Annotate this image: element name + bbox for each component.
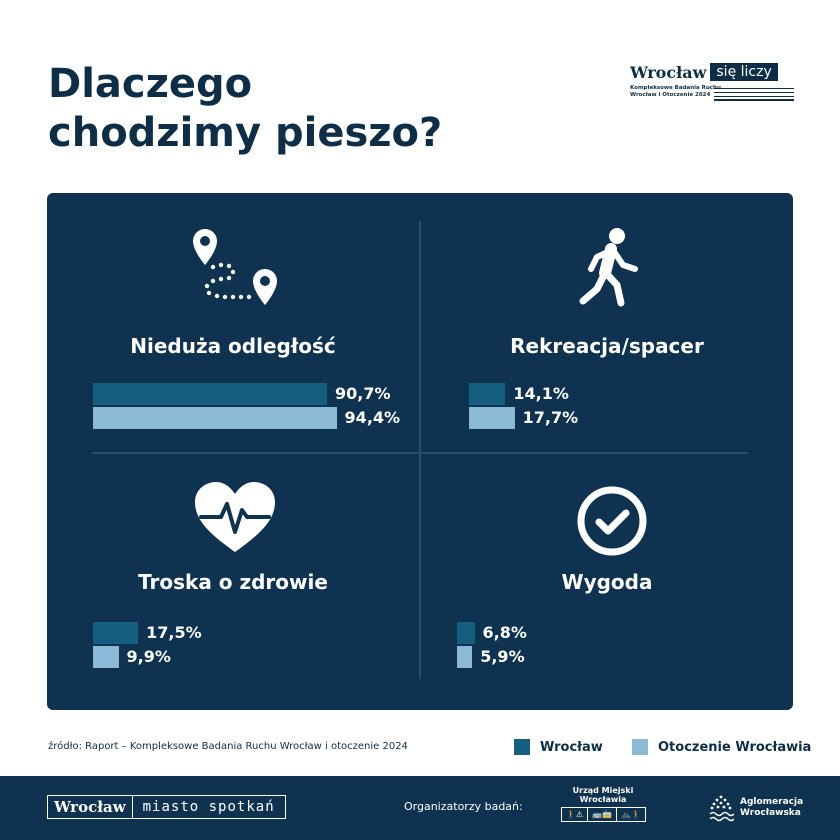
bar-wroclaw	[457, 622, 475, 644]
footer-logo-wroclaw: Wrocław miasto spotkań	[47, 795, 286, 819]
legend-item-wroclaw: Wrocław	[514, 739, 603, 755]
legend-swatch	[632, 739, 648, 755]
footer-logo-slogan: miasto spotkań	[131, 795, 286, 819]
aglomeracja-text: Aglomeracja Wrocławska	[740, 797, 803, 819]
aglomeracja-line-1: Aglomeracja	[740, 797, 804, 807]
legend-label: Wrocław	[540, 739, 603, 755]
bar-value-label: 14,1%	[513, 384, 569, 403]
horizontal-divider	[92, 452, 748, 454]
footer-logo-aglomeracja: Aglomeracja Wrocławska	[708, 794, 803, 822]
bar-wroclaw	[93, 383, 327, 405]
bar-otoczenie	[93, 407, 337, 429]
footer: Wrocław miasto spotkań Organizatorzy bad…	[0, 776, 840, 840]
map-route-icon	[193, 229, 277, 305]
category-label: Rekreacja/spacer	[510, 334, 704, 358]
check-circle-icon	[577, 486, 647, 556]
quadrant-niedua-odleglosc: Nieduża odległość 90,7% 94,4%	[47, 193, 419, 452]
bar-wroclaw	[469, 383, 506, 405]
aglomeracja-line-2: Wrocławska	[740, 808, 801, 818]
title-line-1: Dlaczego	[48, 61, 253, 107]
brand-tag: się liczy	[710, 63, 778, 81]
bar-value-label: 17,7%	[522, 408, 579, 427]
urzad-miejski-title: Urząd Miejski Wrocławia	[572, 786, 634, 804]
title-line-2: chodzimy pieszo?	[48, 110, 443, 156]
bar-otoczenie	[93, 646, 119, 668]
quadrant-wygoda: Wygoda 6,8% 5,9%	[421, 454, 793, 710]
legend-swatch	[514, 739, 530, 755]
bar-value-label: 94,4%	[344, 408, 401, 427]
walking-icon: 🚶⚠	[561, 807, 589, 822]
bus-icon: 🚌🚋	[587, 807, 618, 822]
heart-pulse-icon	[195, 482, 275, 552]
bar-value-label: 17,5%	[146, 623, 202, 642]
vertical-divider	[419, 221, 421, 679]
legend-label: Otoczenie Wrocławia	[658, 739, 812, 755]
chart-panel: Nieduża odległość 90,7% 94,4% Rekreacja/s…	[47, 193, 793, 710]
bar-wroclaw	[93, 622, 139, 644]
quadrant-troska-o-zdrowie: Troska o zdrowie 17,5% 9,9%	[47, 454, 419, 710]
brand-lines-decoration	[714, 88, 794, 103]
bar-value-label: 90,7%	[335, 384, 391, 403]
bar-value-label: 9,9%	[126, 647, 171, 666]
bar-value-label: 5,9%	[480, 647, 525, 666]
bar-otoczenie	[469, 407, 515, 429]
brand-subtitle-2: Wrocław i Otoczenie 2024	[630, 92, 711, 98]
brand-subtitle-1: Kompleksowe Badania Ruchu	[630, 85, 721, 91]
quadrant-rekreacja-spacer: Rekreacja/spacer 14,1% 17,7%	[421, 193, 793, 452]
category-label: Nieduża odległość	[130, 334, 336, 358]
source-note: źródło: Raport – Kompleksowe Badania Ruc…	[48, 741, 408, 752]
bike-icon: 🚲🚶	[616, 807, 646, 822]
category-label: Wygoda	[561, 570, 653, 594]
walking-person-icon	[579, 228, 638, 307]
bar-otoczenie	[457, 646, 473, 668]
aglomeracja-logo-icon	[709, 795, 734, 822]
bar-value-label: 6,8%	[482, 623, 527, 642]
brand-logo: Wrocław się liczy Kompleksowe Badania Ru…	[630, 60, 794, 104]
organizers-label: Organizatorzy badań:	[404, 800, 523, 813]
category-label: Troska o zdrowie	[138, 570, 328, 594]
brand-name: Wrocław	[630, 62, 707, 82]
transport-icons: 🚶⚠ 🚌🚋 🚲🚶	[548, 807, 658, 822]
footer-logo-name: Wrocław	[47, 795, 132, 819]
brand-subtitle: Kompleksowe Badania Ruchu Wrocław i Otoc…	[630, 85, 794, 99]
legend-item-otoczenie: Otoczenie Wrocławia	[632, 739, 811, 755]
page-title: Dlaczego chodzimy pieszo?	[48, 60, 568, 158]
footer-logo-urzad-miejski: Urząd Miejski Wrocławia 🚶⚠ 🚌🚋 🚲🚶	[548, 786, 658, 822]
